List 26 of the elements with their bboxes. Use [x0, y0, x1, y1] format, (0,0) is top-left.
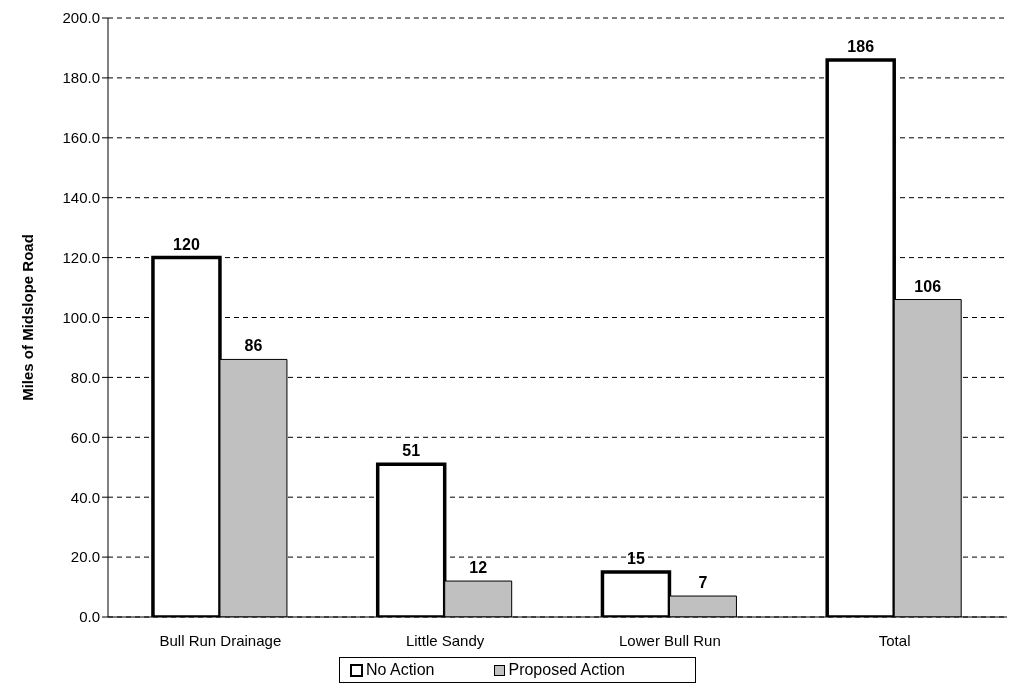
x-tick-label: Bull Run Drainage: [159, 631, 282, 649]
legend-label: Proposed Action: [507, 661, 625, 679]
y-tick-label: 200.0: [62, 9, 100, 27]
y-tick-label: 180.0: [62, 69, 100, 87]
y-tick-label: 40.0: [70, 488, 100, 506]
data-label: 120: [173, 235, 200, 253]
y-tick-label: 100.0: [62, 308, 100, 326]
y-tick-label: 60.0: [70, 428, 100, 446]
y-axis-title: Miles of Midslope Road: [19, 234, 37, 401]
x-tick-label: Lower Bull Run: [619, 631, 721, 649]
y-tick-label: 160.0: [62, 129, 100, 147]
data-label: 51: [402, 442, 421, 460]
y-tick-label: 20.0: [70, 548, 100, 566]
data-label: 86: [244, 337, 263, 355]
data-label: 186: [847, 37, 875, 55]
y-tick-label: 120.0: [62, 248, 100, 266]
y-tick-label: 140.0: [62, 189, 100, 207]
y-tick-label: 0.0: [79, 608, 100, 626]
x-tick-label: Little Sandy: [405, 631, 485, 649]
legend-label: No Action: [365, 661, 435, 679]
x-tick-label: Total: [878, 631, 911, 649]
data-label: 15: [627, 550, 645, 568]
y-tick-label: 80.0: [70, 368, 100, 386]
data-label: 106: [914, 277, 942, 295]
data-label: 7: [698, 574, 708, 592]
data-label: 12: [469, 559, 488, 577]
